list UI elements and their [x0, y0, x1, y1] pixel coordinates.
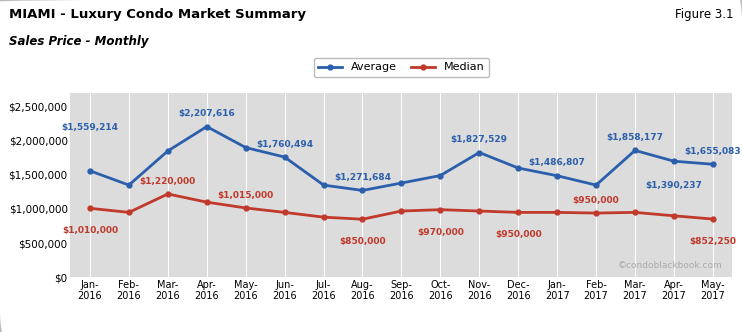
Text: $1,486,807: $1,486,807	[529, 158, 585, 167]
Average	[631, 148, 640, 152]
Line: Median: Median	[88, 192, 715, 222]
Average	[125, 183, 134, 187]
Median	[436, 208, 444, 212]
Median	[709, 217, 718, 221]
Text: Figure 3.1: Figure 3.1	[674, 8, 733, 21]
Median	[125, 210, 134, 214]
Average	[436, 174, 444, 178]
Median	[280, 210, 289, 214]
Text: $1,271,684: $1,271,684	[334, 173, 391, 182]
Average	[85, 169, 94, 173]
Text: $1,559,214: $1,559,214	[62, 123, 119, 132]
Text: $2,207,616: $2,207,616	[178, 109, 235, 118]
Median	[85, 206, 94, 210]
Median	[241, 206, 250, 210]
Average	[358, 189, 367, 193]
Line: Average: Average	[88, 124, 715, 193]
Text: $1,760,494: $1,760,494	[256, 140, 313, 149]
Average	[513, 166, 522, 170]
Text: $1,827,529: $1,827,529	[451, 135, 508, 144]
Text: ©condoblackbook.com: ©condoblackbook.com	[617, 261, 723, 270]
Text: MIAMI - Luxury Condo Market Summary: MIAMI - Luxury Condo Market Summary	[9, 8, 306, 21]
Median	[203, 200, 211, 204]
Average	[280, 155, 289, 159]
Median	[475, 209, 484, 213]
Average	[553, 174, 562, 178]
Text: $1,015,000: $1,015,000	[217, 191, 274, 200]
Average	[241, 145, 250, 149]
Median	[631, 210, 640, 214]
Text: $1,858,177: $1,858,177	[606, 133, 663, 142]
Text: $1,010,000: $1,010,000	[62, 226, 118, 235]
Text: $1,220,000: $1,220,000	[139, 177, 196, 186]
Text: $950,000: $950,000	[573, 196, 620, 205]
Text: $970,000: $970,000	[417, 228, 464, 237]
Average	[709, 162, 718, 166]
Median	[553, 210, 562, 214]
Legend: Average, Median: Average, Median	[314, 58, 489, 77]
Average	[319, 183, 328, 187]
Median	[669, 214, 678, 218]
Median	[358, 217, 367, 221]
Text: $950,000: $950,000	[495, 230, 542, 239]
Median	[397, 209, 406, 213]
Text: $850,000: $850,000	[339, 237, 386, 246]
Median	[591, 211, 600, 215]
Text: $1,655,083: $1,655,083	[685, 147, 741, 156]
Text: $1,390,237: $1,390,237	[646, 181, 703, 190]
Median	[513, 210, 522, 214]
Average	[669, 159, 678, 163]
Average	[203, 124, 211, 128]
Average	[163, 149, 172, 153]
Average	[397, 181, 406, 185]
Text: Sales Price - Monthly: Sales Price - Monthly	[9, 35, 148, 48]
Median	[319, 215, 328, 219]
Median	[163, 192, 172, 196]
Text: $852,250: $852,250	[689, 237, 736, 246]
Average	[475, 150, 484, 154]
Average	[591, 183, 600, 187]
